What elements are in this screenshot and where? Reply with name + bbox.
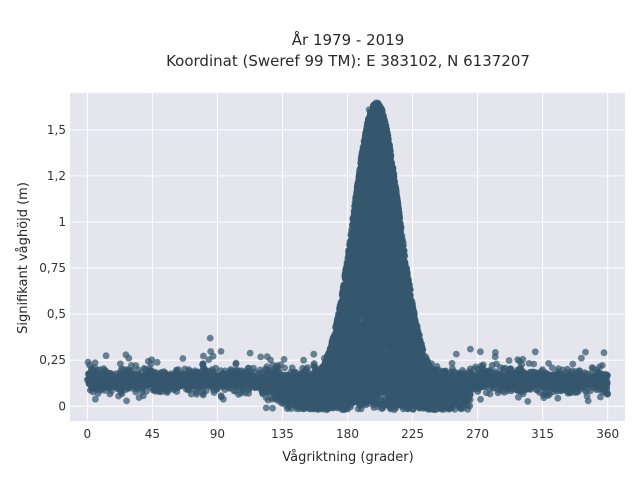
data-point — [132, 362, 140, 370]
data-point — [498, 383, 506, 391]
data-point — [150, 386, 157, 394]
data-point — [598, 362, 606, 369]
data-point — [549, 388, 557, 396]
data-point — [217, 367, 225, 374]
data-point — [536, 389, 543, 396]
data-point — [256, 366, 264, 374]
data-point — [528, 377, 536, 385]
data-point — [553, 371, 561, 379]
data-point — [505, 384, 513, 392]
points-layer — [84, 99, 611, 414]
data-point — [482, 389, 490, 397]
data-point — [494, 389, 502, 397]
data-point — [560, 378, 568, 386]
data-point — [449, 365, 456, 372]
data-point — [487, 378, 495, 386]
chart-title-line1: År 1979 - 2019 — [292, 30, 405, 49]
data-point — [501, 373, 509, 381]
data-point — [293, 373, 301, 380]
data-point — [468, 377, 476, 384]
data-point — [181, 365, 189, 373]
data-point — [287, 373, 295, 381]
data-point — [102, 367, 110, 375]
data-point — [302, 365, 310, 373]
data-point — [448, 359, 456, 367]
data-point — [595, 369, 603, 377]
data-point — [125, 382, 133, 390]
data-point — [106, 390, 114, 398]
data-point — [555, 365, 562, 372]
data-point — [188, 370, 196, 378]
data-point — [300, 356, 307, 364]
data-point — [578, 377, 585, 384]
data-point — [193, 378, 200, 386]
data-point — [87, 375, 94, 383]
data-point — [146, 377, 154, 384]
data-point — [241, 389, 249, 397]
data-point — [116, 378, 123, 386]
data-point — [572, 368, 580, 376]
data-point — [569, 360, 577, 368]
data-point — [554, 394, 562, 402]
data-point — [153, 373, 161, 381]
data-point — [224, 383, 231, 390]
chart-title-line2: Koordinat (Sweref 99 TM): E 383102, N 61… — [166, 52, 530, 70]
